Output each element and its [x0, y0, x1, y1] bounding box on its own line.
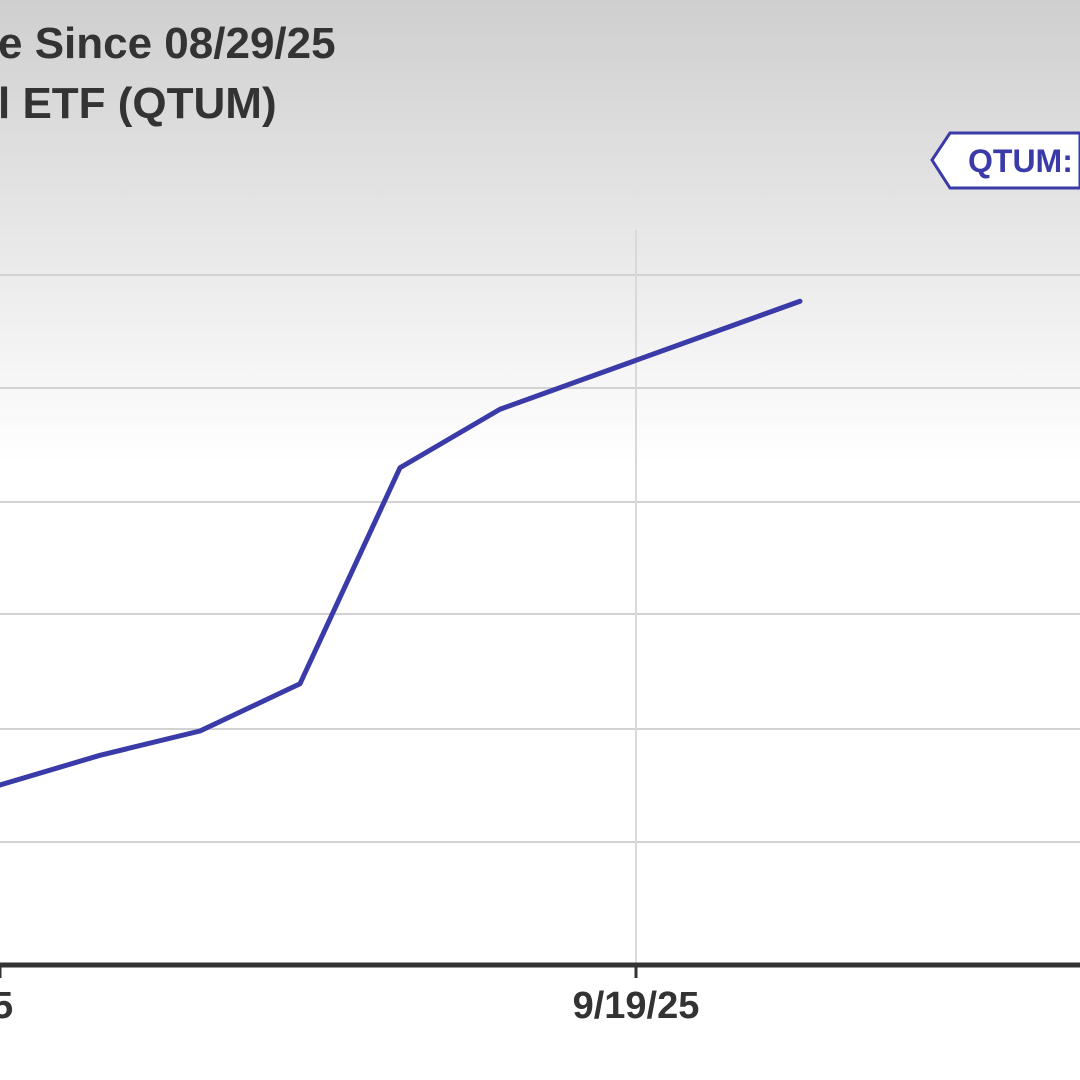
chart-title-line2: l ETF (QTUM): [0, 79, 277, 128]
series-tag-label: QTUM:: [968, 143, 1073, 179]
series-line-qtum: [0, 298, 803, 788]
series-tag-box: [930, 131, 1080, 190]
grid-lines: [0, 230, 1080, 965]
chart-title-line1: e Since 08/29/25: [0, 19, 336, 68]
x-tick-label-left: 5: [0, 985, 13, 1027]
x-axis-ticks: [0, 965, 638, 978]
plot-background: [0, 0, 1080, 965]
series-tag-qtum: QTUM:: [930, 131, 1080, 190]
x-tick-label-9-19-25: 9/19/25: [573, 985, 700, 1027]
